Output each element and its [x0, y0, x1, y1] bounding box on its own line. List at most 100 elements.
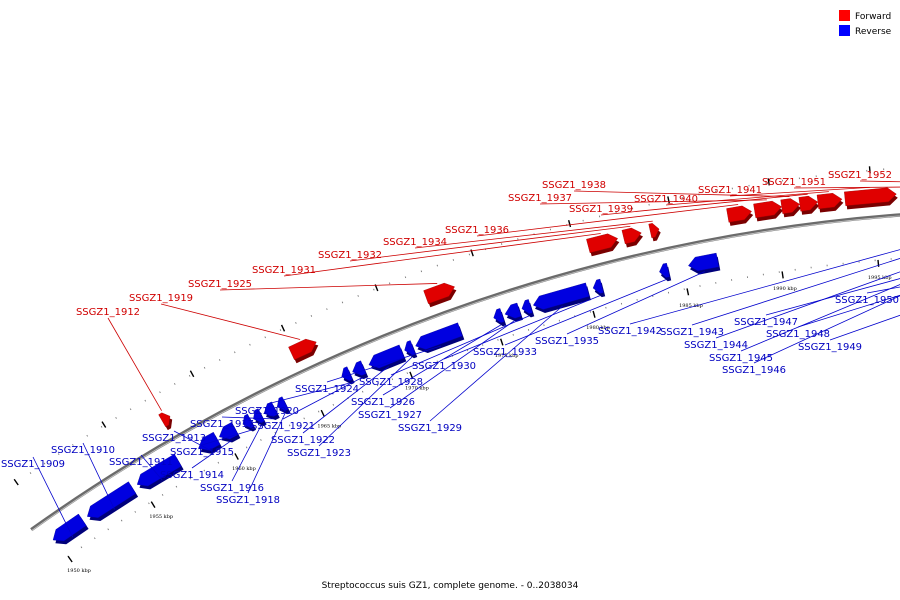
map-caption: Streptococcus suis GZ1, complete genome.… [322, 581, 579, 591]
minor-tick [341, 301, 344, 304]
gene-arrow-ssgz1-1927 [504, 302, 522, 319]
legend-swatch [839, 10, 850, 21]
gene-arrow-ssgz1-1909 [52, 513, 87, 542]
minor-tick [264, 336, 266, 339]
minor-tick [107, 528, 109, 531]
gene-connector [326, 345, 442, 383]
tick-label: 1980 kbp [586, 325, 610, 331]
gene-connector [414, 220, 653, 249]
major-tick [781, 271, 784, 279]
major-tick [567, 219, 572, 228]
minor-tick [217, 461, 220, 464]
gene-label: SSGZ1_1950 [835, 295, 899, 306]
minor-tick [421, 366, 423, 369]
minor-tick [188, 374, 191, 377]
gene-arrow-ssgz1-1933 [659, 262, 670, 278]
minor-tick [175, 485, 178, 488]
minor-tick [332, 403, 335, 406]
gene-label: SSGZ1_1927 [358, 410, 422, 421]
minor-tick [436, 264, 439, 267]
gene-label: SSGZ1_1913 [142, 433, 206, 444]
gene-label: SSGZ1_1943 [660, 327, 724, 338]
gene-arrow-ssgz1-1911 [136, 453, 182, 487]
gene-arrow-ssgz1-1914 [219, 422, 239, 440]
minor-tick [420, 270, 423, 273]
minor-tick [436, 360, 438, 363]
tick-label: 1995 kbp [868, 275, 892, 281]
minor-tick [29, 472, 32, 474]
gene-arrow-ssgz1-1939 [798, 195, 819, 212]
minor-tick [72, 443, 74, 446]
gene-connector [729, 186, 870, 197]
gene-label: SSGZ1_1937 [508, 193, 572, 204]
gene-connector [566, 271, 705, 335]
minor-tick [231, 454, 234, 456]
gene-arrow-ssgz1-1919 [288, 338, 317, 360]
major-ticks: 1950 kbp 1955 kbp 1960 kbp 1965 kbp 1970 kbp… [13, 166, 892, 574]
gene-arrow-ssgz1-1934 [648, 223, 660, 239]
major-tick [150, 501, 156, 508]
gene-arrow-ssgz1-1925 [423, 282, 455, 304]
gene-connector [443, 295, 600, 360]
gene-label: SSGZ1_1925 [188, 279, 252, 290]
minor-tick [86, 434, 89, 437]
gene-connector [390, 315, 530, 376]
major-tick [101, 421, 107, 428]
minor-tick [406, 372, 409, 375]
tick-label: 1965 kbp [317, 423, 341, 429]
gene-label: SSGZ1_1945 [709, 353, 773, 364]
gene-label: SSGZ1_1935 [535, 336, 599, 347]
minor-tick [159, 391, 161, 394]
gene-label: SSGZ1_1919 [129, 293, 193, 304]
gene-connector [231, 424, 262, 482]
gene-connector [765, 278, 900, 316]
minor-tick [497, 338, 499, 341]
major-tick [13, 478, 19, 486]
minor-tick [80, 546, 83, 549]
minor-tick [174, 383, 176, 385]
gene-connector [740, 284, 900, 352]
gene-connector [691, 257, 900, 326]
gene-label: SSGZ1_1931 [252, 265, 316, 276]
major-tick [280, 324, 286, 332]
gene-label: SSGZ1_1949 [798, 342, 862, 353]
minor-ticks [15, 168, 892, 558]
tick-label: 1960 kbp [232, 466, 256, 472]
gene-label: SSGZ1_1914 [160, 470, 224, 481]
gene-label: SSGZ1_1912 [76, 307, 140, 318]
tick-label: 1955 kbp [149, 514, 173, 520]
gene-connector [282, 377, 362, 420]
genome-backbone-highlight [31, 215, 900, 531]
tick-label: 1985 kbp [679, 303, 703, 309]
gene-connector [140, 454, 163, 481]
major-tick [592, 310, 596, 318]
gene-arrow-ssgz1-1917 [263, 401, 278, 417]
gene-arrow-ssgz1-1938 [780, 198, 801, 214]
minor-tick [120, 519, 123, 522]
minor-tick [388, 282, 391, 285]
gene-arrow-ssgz1-1932 [621, 227, 642, 245]
minor-tick [452, 259, 455, 261]
minor-tick [100, 425, 103, 428]
gene-arrow-ssgz1-1923 [404, 340, 416, 356]
gene-label: SSGZ1_1936 [445, 225, 509, 236]
minor-tick [468, 253, 471, 256]
minor-tick [317, 410, 320, 413]
gene-connector [266, 382, 350, 405]
minor-tick [357, 295, 359, 297]
gene-arrow-ssgz1-1920 [341, 366, 353, 382]
gene-connector [107, 317, 162, 411]
legend-label: Reverse [855, 27, 892, 37]
gene-label: SSGZ1_1929 [398, 423, 462, 434]
gene-connector [665, 191, 829, 206]
gene-label: SSGZ1_1924 [295, 384, 359, 395]
legend-label: Forward [855, 12, 891, 22]
minor-tick [249, 343, 251, 346]
gene-label: SSGZ1_1944 [684, 340, 748, 351]
gene-arrow-ssgz1-1936 [726, 205, 752, 223]
gene-arrow-ssgz1-1940 [816, 192, 843, 210]
gene-connector [476, 204, 739, 237]
